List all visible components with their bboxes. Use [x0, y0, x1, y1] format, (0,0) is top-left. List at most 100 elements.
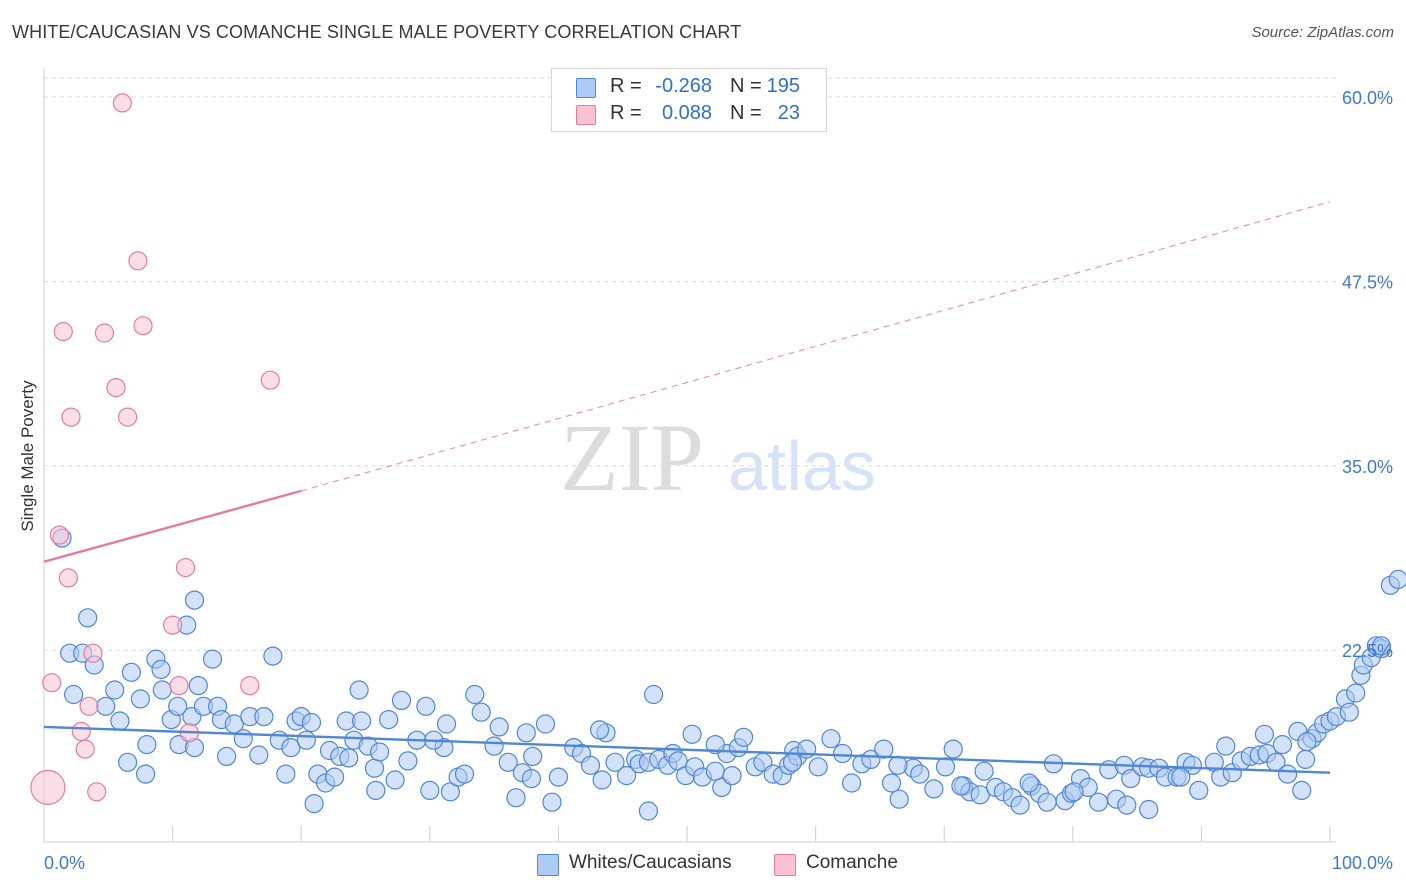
whites-point: [131, 690, 149, 708]
whites-point: [399, 752, 417, 770]
whites-point: [937, 758, 955, 776]
y-tick-label: 60.0%: [1342, 88, 1393, 108]
whites-point: [353, 712, 371, 730]
comanche-point: [31, 770, 65, 804]
whites-point: [340, 749, 358, 767]
whites-point: [1273, 736, 1291, 754]
whites-point: [1298, 733, 1316, 751]
whites-point: [975, 762, 993, 780]
legend-label-comanche: Comanche: [806, 852, 898, 874]
whites-point: [97, 697, 115, 715]
whites-point: [472, 703, 490, 721]
whites-point: [925, 780, 943, 798]
legend-n-value: 195: [758, 75, 800, 98]
comanche-point: [84, 644, 102, 662]
whites-point: [204, 650, 222, 668]
whites-point: [1038, 793, 1056, 811]
whites-point: [255, 708, 273, 726]
x-tick-label: 100.0%: [1332, 853, 1393, 873]
whites-point: [137, 765, 155, 783]
whites-point: [952, 777, 970, 795]
whites-point: [421, 781, 439, 799]
whites-point: [218, 747, 236, 765]
y-tick-label: 35.0%: [1342, 457, 1393, 477]
whites-point: [1020, 774, 1038, 792]
whites-point: [1255, 725, 1273, 743]
watermark-zip: ZIP: [560, 404, 704, 511]
whites-point: [1293, 781, 1311, 799]
whites-point: [186, 591, 204, 609]
comanche-point: [95, 324, 113, 342]
whites-point: [350, 681, 368, 699]
comanche-point: [107, 379, 125, 397]
legend-n-label: N =: [730, 102, 762, 125]
whites-point: [517, 724, 535, 742]
x-tick-label: 0.0%: [44, 853, 85, 873]
whites-point: [305, 795, 323, 813]
whites-point: [507, 789, 525, 807]
legend-swatch-whites: [576, 78, 596, 98]
series-whites: [53, 529, 1406, 820]
comanche-point: [113, 94, 131, 112]
comanche-point: [43, 674, 61, 692]
watermark: ZIP atlas: [560, 404, 876, 511]
whites-point: [234, 730, 252, 748]
scatter-plot: ZIP atlas 22.5%35.0%47.5%60.0%0.0% 100.0%: [0, 0, 1406, 892]
whites-point: [111, 712, 129, 730]
whites-point: [911, 765, 929, 783]
whites-point: [889, 756, 907, 774]
whites-point: [1172, 768, 1190, 786]
whites-point: [371, 743, 389, 761]
whites-point: [138, 736, 156, 754]
whites-point: [834, 745, 852, 763]
whites-point: [250, 746, 268, 764]
whites-point: [890, 790, 908, 808]
whites-point: [944, 740, 962, 758]
whites-point: [456, 765, 474, 783]
whites-point: [380, 711, 398, 729]
comanche-trend-line: [44, 491, 301, 562]
whites-point: [1340, 703, 1358, 721]
whites-point: [264, 647, 282, 665]
whites-point: [1118, 796, 1136, 814]
watermark-atlas: atlas: [728, 427, 876, 505]
whites-point: [152, 660, 170, 678]
legend-swatch-comanche: [774, 854, 796, 876]
whites-point: [809, 758, 827, 776]
legend-swatch-whites: [537, 854, 559, 876]
whites-point: [393, 691, 411, 709]
whites-point: [1065, 783, 1083, 801]
whites-point: [119, 753, 137, 771]
comanche-point: [170, 677, 188, 695]
whites-point: [366, 759, 384, 777]
whites-point: [485, 737, 503, 755]
comanche-point: [50, 526, 68, 544]
whites-point: [386, 771, 404, 789]
comanche-point: [134, 317, 152, 335]
legend-label-whites: Whites/Caucasians: [569, 852, 732, 874]
correlation-legend: R = -0.268 N = 195 R = 0.088 N = 23: [551, 68, 827, 132]
whites-point: [153, 681, 171, 699]
whites-point: [367, 781, 385, 799]
comanche-point: [177, 559, 195, 577]
data-points: [31, 94, 1406, 820]
whites-point: [883, 774, 901, 792]
whites-point: [537, 715, 555, 733]
comanche-point: [241, 677, 259, 695]
y-tick-label: 22.5%: [1342, 641, 1393, 661]
whites-point: [1279, 765, 1297, 783]
comanche-point: [164, 616, 182, 634]
whites-point: [297, 731, 315, 749]
whites-point: [735, 728, 753, 746]
whites-point: [843, 774, 861, 792]
whites-point: [1217, 737, 1235, 755]
whites-point: [277, 765, 295, 783]
whites-point: [723, 767, 741, 785]
whites-point: [438, 715, 456, 733]
whites-point: [784, 753, 802, 771]
whites-point: [549, 768, 567, 786]
comanche-point: [80, 697, 98, 715]
whites-point: [543, 793, 561, 811]
whites-point: [1190, 781, 1208, 799]
whites-point: [1011, 796, 1029, 814]
